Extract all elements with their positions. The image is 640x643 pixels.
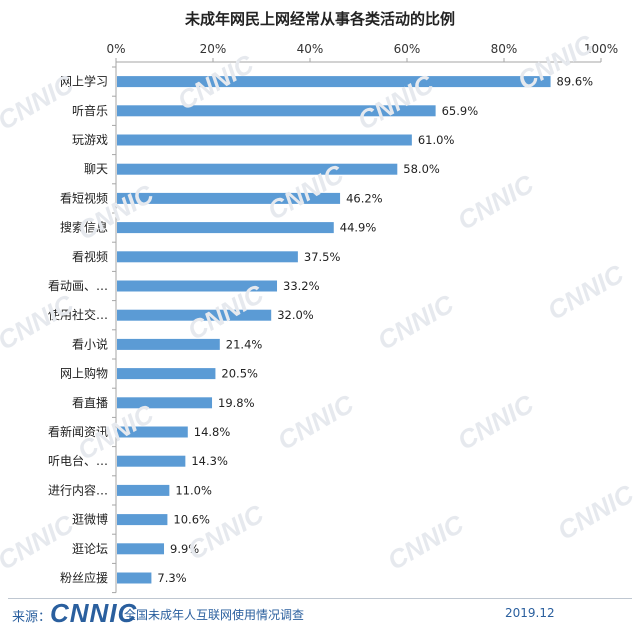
value-label: 46.2% (346, 191, 383, 205)
category-label: 网上购物 (60, 366, 108, 381)
x-tick-label: 100% (584, 42, 618, 56)
x-tick-label: 0% (106, 42, 125, 56)
bar (117, 572, 152, 584)
watermark-text: CNNIC (72, 398, 159, 466)
watermark-text: CNNIC (452, 168, 539, 236)
watermark-text: CNNIC (0, 288, 80, 356)
bar (117, 514, 168, 526)
category-label: 进行内容… (48, 482, 108, 497)
watermark-text: CNNIC (182, 278, 269, 346)
value-label: 33.2% (283, 279, 320, 293)
bar (117, 192, 341, 204)
watermark-text: CNNIC (382, 508, 469, 576)
watermark-text: CNNIC (512, 28, 599, 96)
category-label: 看动画、… (48, 279, 108, 293)
category-label: 聊天 (84, 162, 108, 176)
value-label: 11.0% (175, 483, 212, 497)
watermark-text: CNNIC (542, 258, 629, 326)
watermark-text: CNNIC (172, 48, 259, 116)
bar (117, 484, 170, 496)
chart-title: 未成年网民上网经常从事各类活动的比例 (184, 10, 455, 28)
bar (117, 397, 213, 409)
watermark-text: CNNIC (272, 388, 359, 456)
watermark-text: CNNIC (182, 498, 269, 566)
value-label: 14.3% (191, 454, 228, 468)
category-label: 玩游戏 (72, 133, 108, 147)
value-label: 20.5% (221, 367, 258, 381)
watermark-text: CNNIC (452, 388, 539, 456)
survey-name: 全国未成年人互联网使用情况调查 (124, 608, 305, 622)
footer-divider (8, 598, 632, 599)
category-label: 看视频 (72, 249, 108, 264)
bar (117, 76, 551, 88)
watermark-text: CNNIC (552, 478, 639, 546)
bar (117, 134, 412, 146)
value-label: 14.8% (194, 425, 231, 439)
category-label: 看短视频 (60, 190, 108, 205)
bar (117, 280, 278, 292)
watermark-text: CNNIC (0, 508, 80, 576)
source-label: 来源： (12, 610, 52, 625)
value-label: 58.0% (403, 162, 440, 176)
x-tick-label: 80% (491, 42, 518, 56)
watermark-text: CNNIC (0, 68, 80, 136)
watermark-text: CNNIC (372, 288, 459, 356)
watermark-text: CNNIC (262, 158, 349, 226)
category-label: 逛微博 (72, 512, 108, 527)
bar (117, 251, 298, 263)
category-label: 看新闻资讯 (48, 424, 108, 439)
category-label: 粉丝应援 (60, 570, 108, 585)
bar (117, 368, 216, 380)
bar (117, 426, 188, 438)
category-label: 使用社交… (48, 307, 108, 322)
category-label: 逛论坛 (72, 542, 108, 556)
value-label: 32.0% (277, 308, 314, 322)
bar (117, 543, 165, 555)
footer: 来源： CNNIC 全国未成年人互联网使用情况调查 2019.12 (0, 596, 640, 643)
x-tick-label: 40% (297, 42, 324, 56)
cnnic-logo: CNNIC (50, 598, 138, 628)
value-label: 37.5% (304, 250, 341, 264)
bar (117, 105, 436, 117)
bar-chart: 未成年网民上网经常从事各类活动的比例 0% 20% 40% 60% 80% 100% 网上学习… (48, 10, 618, 594)
category-label: 看小说 (72, 336, 108, 351)
category-label: 听音乐 (72, 103, 108, 118)
value-label: 19.8% (218, 396, 255, 410)
category-label: 看直播 (72, 396, 108, 410)
x-tick-label: 60% (394, 42, 421, 56)
category-label: 搜索信息 (60, 220, 108, 235)
value-label: 9.9% (170, 542, 199, 556)
category-label: 网上学习 (60, 74, 108, 89)
value-label: 44.9% (340, 221, 377, 235)
value-label: 7.3% (157, 571, 186, 585)
value-label: 89.6% (557, 75, 594, 89)
survey-date: 2019.12 (505, 606, 555, 620)
value-label: 61.0% (418, 133, 455, 147)
watermark-text: CNNIC (352, 68, 439, 136)
bar (117, 309, 272, 321)
category-label: 听电台、… (48, 453, 108, 468)
value-label: 65.9% (442, 104, 479, 118)
watermark-text: CNNIC (72, 178, 159, 246)
bar (117, 163, 398, 175)
bar (117, 222, 334, 234)
value-label: 10.6% (173, 513, 210, 527)
value-label: 21.4% (226, 337, 263, 351)
bar (117, 455, 186, 467)
x-tick-label: 20% (200, 42, 227, 56)
bar (117, 338, 220, 350)
